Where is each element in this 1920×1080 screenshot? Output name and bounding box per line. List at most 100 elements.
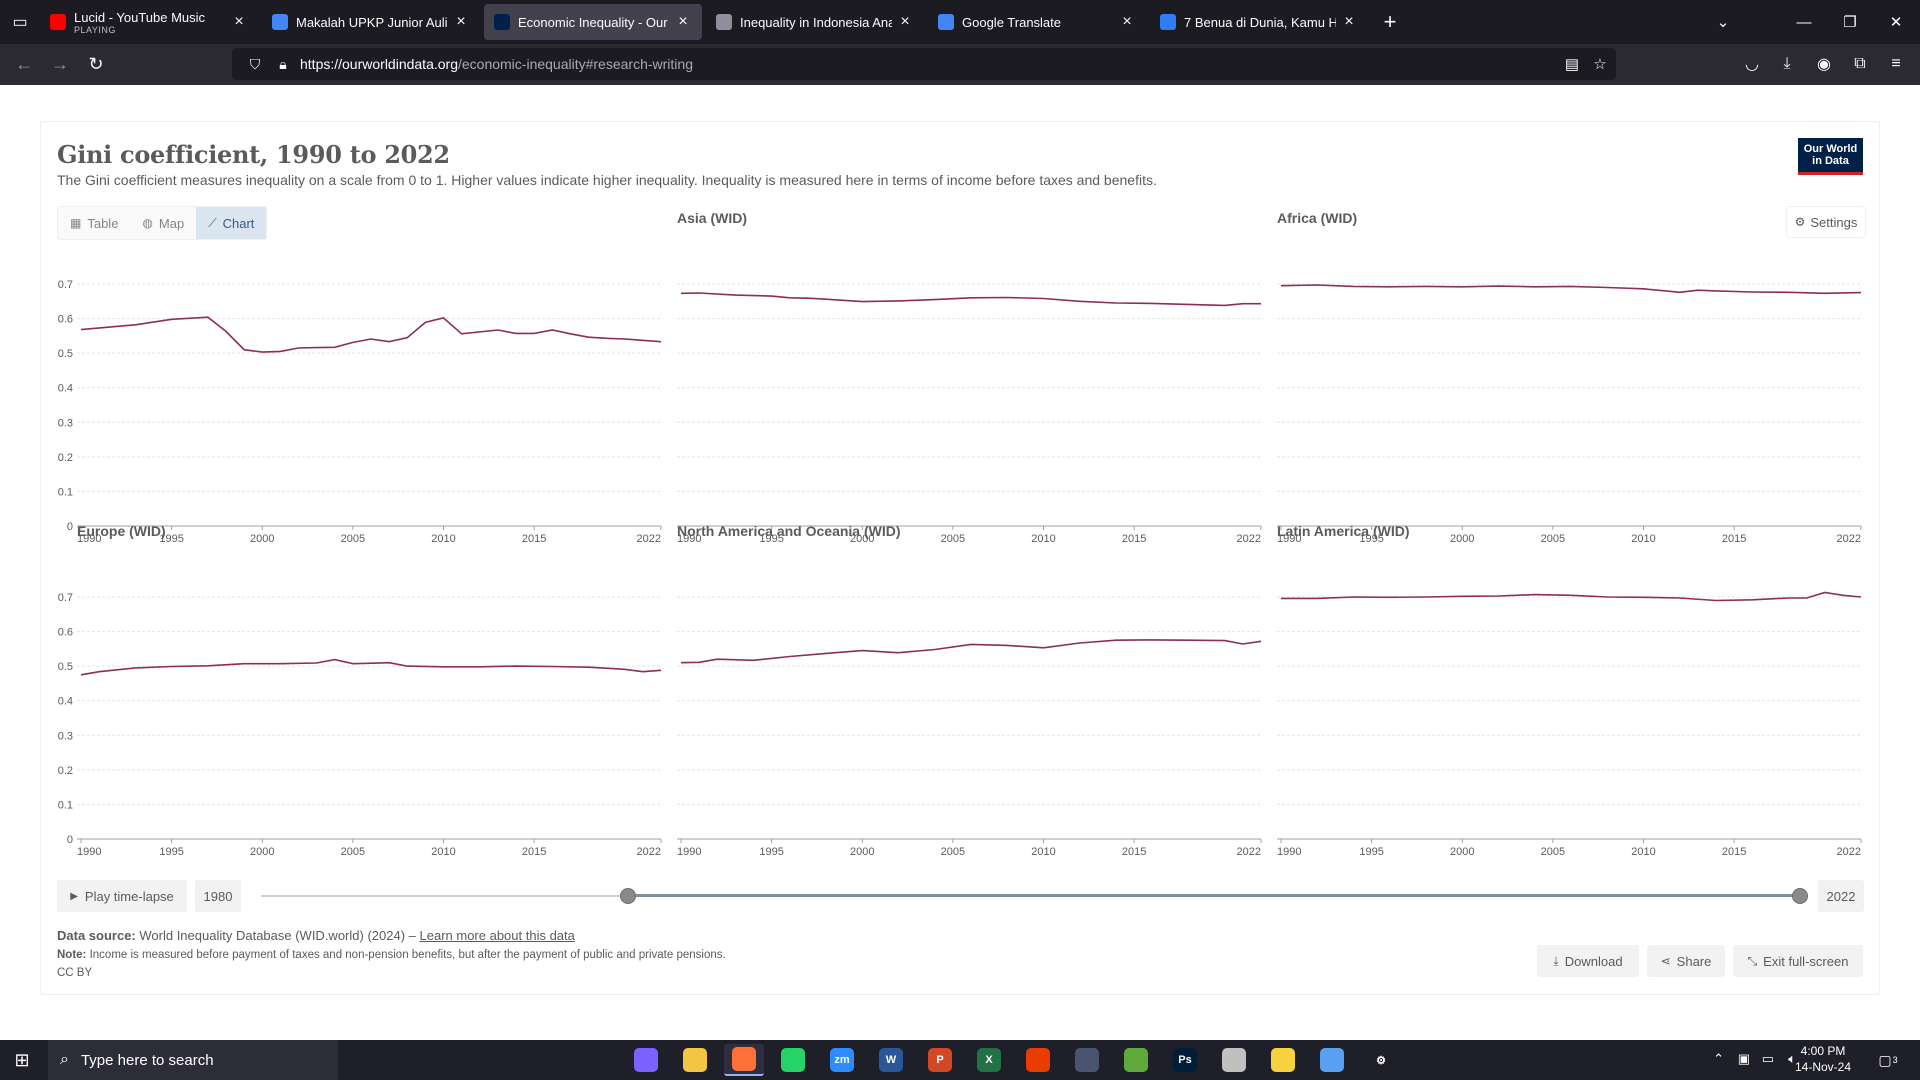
- whatsapp-icon[interactable]: [773, 1044, 813, 1076]
- excel-icon[interactable]: X: [969, 1044, 1009, 1076]
- photoshop-icon[interactable]: Ps: [1165, 1044, 1205, 1076]
- tab-close-icon[interactable]: ×: [234, 13, 244, 30]
- tracking-protection-icon[interactable]: ⛉: [249, 55, 261, 72]
- downloads-icon[interactable]: ⤓: [1783, 55, 1791, 72]
- menu-icon[interactable]: ≡: [1891, 55, 1901, 72]
- tab-overview-icon[interactable]: ▭: [12, 14, 28, 31]
- copilot-icon[interactable]: [626, 1044, 666, 1076]
- office-icon[interactable]: [1018, 1044, 1058, 1076]
- windows-taskbar: ⊞ ⌕ Type here to search zm W P X Ps ⚙ ⌃ ▣ ▭ 🔈︎…: [0, 1040, 1920, 1080]
- extensions-icon[interactable]: ⧉: [1854, 55, 1866, 72]
- firefox-icon[interactable]: [724, 1044, 764, 1076]
- settings-icon[interactable]: ⚙: [1361, 1044, 1401, 1076]
- tab-title: Inequality in Indonesia Analysis: [740, 14, 892, 30]
- windows-start-icon[interactable]: ⊞: [14, 1049, 30, 1070]
- browser-tab[interactable]: Inequality in Indonesia Analysis ×: [706, 4, 924, 40]
- globe-icon: ◍: [142, 216, 153, 230]
- volume-icon[interactable]: 🔈︎: [1788, 1051, 1796, 1066]
- x-tick-label: 1995: [1359, 846, 1383, 858]
- tab-map[interactable]: ◍ Map: [130, 207, 196, 239]
- tab-close-icon[interactable]: ×: [900, 13, 910, 30]
- browser-tab[interactable]: Google Translate ×: [928, 4, 1146, 40]
- play-time-lapse-button[interactable]: ▶ Play time-lapse: [57, 880, 187, 912]
- browser-tab[interactable]: Economic Inequality - Our Wor ×: [484, 4, 702, 40]
- forward-button[interactable]: →: [51, 54, 69, 74]
- tab-chart[interactable]: ⟋ Chart: [196, 207, 267, 239]
- file-explorer-icon[interactable]: [675, 1044, 715, 1076]
- chart-panel: North America and Oceania (WID)1990 1995 2…: [677, 523, 1262, 858]
- play-icon: ▶: [70, 890, 78, 902]
- series-line[interactable]: [1280, 284, 1862, 295]
- list-all-tabs-icon[interactable]: ⌄: [1716, 14, 1730, 31]
- x-tick-label: 2000: [1450, 533, 1474, 545]
- y-tick-label: 0.1: [58, 486, 73, 498]
- chart-panel: Africa (WID) 1990 1995 2000 2005 2010 2015 2022: [1277, 210, 1862, 545]
- network-icon[interactable]: ▭: [1761, 1051, 1774, 1066]
- taskbar-search-box[interactable]: ⌕ Type here to search: [48, 1040, 338, 1080]
- timeline-end-handle[interactable]: [1792, 888, 1808, 904]
- x-tick-label: 2015: [1722, 846, 1746, 858]
- tab-text: Lucid - YouTube Music PLAYING: [74, 10, 226, 35]
- exit-fullscreen-button[interactable]: ⤡ Exit full-screen: [1733, 945, 1863, 977]
- tray-chevron-icon[interactable]: ⌃: [1713, 1051, 1724, 1066]
- x-tick-label: 1990: [1277, 533, 1301, 545]
- learn-more-link[interactable]: Learn more about this data: [419, 928, 575, 943]
- tab-close-icon[interactable]: ×: [1344, 13, 1354, 30]
- share-label: Share: [1676, 953, 1712, 969]
- zoom-icon[interactable]: zm: [822, 1044, 862, 1076]
- lock-icon[interactable]: 🔒︎: [279, 55, 287, 72]
- reader-view-icon[interactable]: ▤: [1564, 56, 1580, 73]
- tab-close-icon[interactable]: ×: [678, 13, 688, 30]
- taskbar-clock[interactable]: 4:00 PM 14-Nov-24: [1791, 1043, 1855, 1075]
- notification-count: 3: [1892, 1055, 1898, 1065]
- settings-button[interactable]: ⚙ Settings: [1786, 206, 1866, 238]
- app-green-icon[interactable]: [1116, 1044, 1156, 1076]
- paint-icon[interactable]: [1214, 1044, 1254, 1076]
- tray-app-icon[interactable]: ▣: [1737, 1051, 1750, 1066]
- bookmark-star-icon[interactable]: ☆: [1593, 56, 1607, 73]
- tab-close-icon[interactable]: ×: [1122, 13, 1132, 30]
- restore-button[interactable]: ❐: [1843, 14, 1857, 31]
- powerpoint-icon[interactable]: P: [920, 1044, 960, 1076]
- tab-text: 7 Benua di Dunia, Kamu Harus: [1184, 15, 1336, 30]
- globe-icon: [716, 14, 732, 30]
- sticky-notes-icon[interactable]: [1263, 1044, 1303, 1076]
- calculator-icon[interactable]: [1067, 1044, 1107, 1076]
- download-button[interactable]: ⤓ Download: [1537, 945, 1639, 977]
- address-bar[interactable]: ⛉ 🔒︎ https://ourworldindata.org/economic…: [232, 48, 1616, 80]
- y-tick-label: 0: [67, 521, 73, 533]
- x-tick-label: 2015: [522, 846, 546, 858]
- browser-tab[interactable]: Lucid - YouTube Music PLAYING ×: [40, 4, 258, 40]
- url-host: https://ourworldindata.org: [300, 56, 458, 72]
- pocket-icon[interactable]: ◡: [1745, 56, 1759, 73]
- series-line[interactable]: [80, 658, 662, 676]
- browser-tab[interactable]: 7 Benua di Dunia, Kamu Harus ×: [1150, 4, 1368, 40]
- timeline-end-year[interactable]: 2022: [1818, 880, 1864, 912]
- license-text[interactable]: CC BY: [57, 967, 93, 979]
- account-icon[interactable]: ◉: [1817, 56, 1831, 73]
- owid-logo[interactable]: Our World in Data: [1798, 138, 1863, 175]
- series-line[interactable]: [680, 639, 1262, 664]
- series-line[interactable]: [1281, 591, 1862, 602]
- x-tick-label: 1990: [677, 533, 701, 545]
- figure-title: Gini coefficient, 1990 to 2022: [57, 140, 450, 169]
- series-line[interactable]: [680, 292, 1261, 307]
- new-tab-button[interactable]: +: [1383, 9, 1397, 34]
- tab-table[interactable]: ▦ Table: [58, 207, 130, 239]
- notifications-icon[interactable]: ▢ 3: [1878, 1051, 1898, 1068]
- word-icon[interactable]: W: [871, 1044, 911, 1076]
- browser-tab[interactable]: Makalah UPKP Junior Aulia Arg ×: [262, 4, 480, 40]
- share-button[interactable]: ⋖ Share: [1647, 945, 1725, 977]
- y-tick-label: 0.1: [58, 799, 73, 811]
- clock-date: 14-Nov-24: [1794, 1060, 1852, 1074]
- close-window-button[interactable]: ✕: [1889, 14, 1903, 31]
- reload-button[interactable]: ↻: [88, 54, 104, 74]
- series-line[interactable]: [80, 316, 662, 353]
- back-button[interactable]: ←: [15, 54, 33, 74]
- timeline-start-handle[interactable]: [620, 888, 636, 904]
- minimize-button[interactable]: —: [1796, 13, 1812, 31]
- app-blue-icon[interactable]: [1312, 1044, 1352, 1076]
- timeline-start-year[interactable]: 1980: [195, 880, 241, 912]
- search-placeholder: Type here to search: [80, 1051, 214, 1069]
- tab-close-icon[interactable]: ×: [456, 13, 466, 30]
